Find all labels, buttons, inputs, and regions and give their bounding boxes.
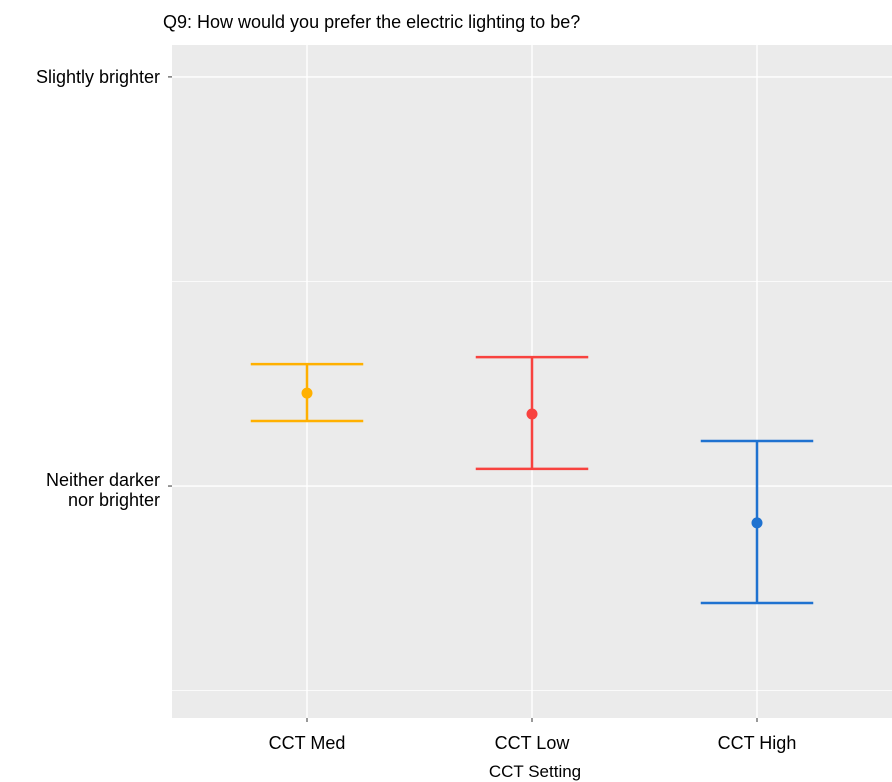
x-tick-label: CCT Med bbox=[269, 733, 346, 753]
y-tick-label: Slightly brighter bbox=[35, 66, 160, 87]
mean-point bbox=[301, 387, 313, 399]
x-tick-label: CCT High bbox=[718, 733, 797, 753]
chart-title: Q9: How would you prefer the electric li… bbox=[163, 12, 580, 32]
y-tick-label: Neither darker nor brighter bbox=[45, 470, 160, 511]
mean-point bbox=[526, 408, 538, 420]
mean-point bbox=[751, 517, 763, 529]
x-axis-label: CCT Setting bbox=[489, 762, 581, 781]
x-tick-label: CCT Low bbox=[495, 733, 571, 753]
